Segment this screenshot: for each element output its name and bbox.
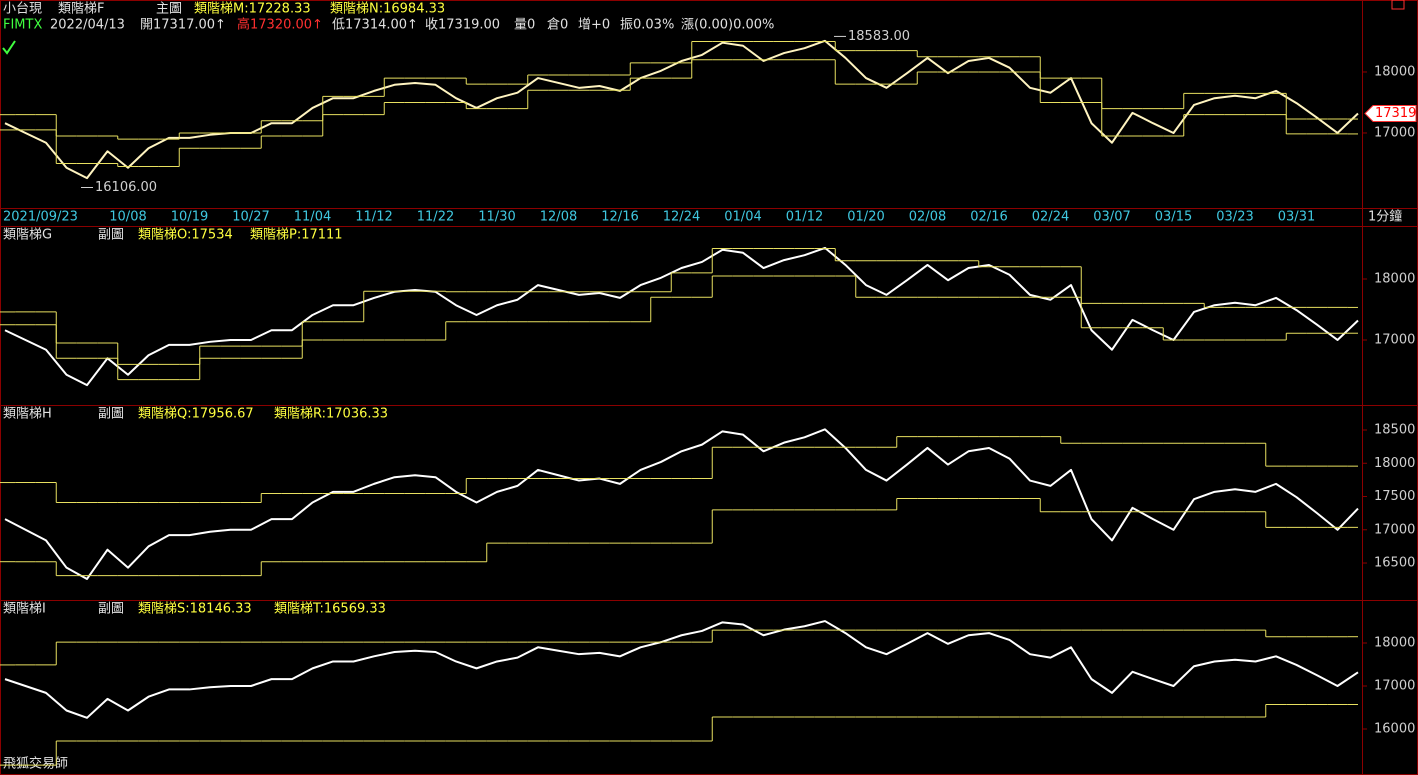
x-tick-label: 02/24 <box>1032 210 1069 225</box>
header-item: 主圖 <box>156 2 182 17</box>
check-icon <box>2 40 16 55</box>
x-tick-label: 10/27 <box>232 210 269 225</box>
y-tick-label: 16500 <box>1374 556 1415 571</box>
y-tick-label: 17000 <box>1374 678 1415 693</box>
header-item: 類階梯N:16984.33 <box>330 2 445 17</box>
x-tick-label: 01/20 <box>847 210 884 225</box>
header-item: 類階梯I <box>3 602 46 617</box>
header-item: 漲(0.00)0.00% <box>681 18 774 33</box>
header-item: 低17314.00↑ <box>332 18 418 33</box>
panel: 16000 17000 18000 類階梯I 副圖 類階梯S:18146.33 類階梯T:1… <box>0 602 1415 766</box>
y-tick-label: 18500 <box>1374 423 1415 438</box>
panel: 17000 18000 小台現 類階梯F 主圖 類階梯M:17228.33 類階梯N:169… <box>0 2 1417 225</box>
x-tick-label: 03/15 <box>1155 210 1192 225</box>
y-tick-label: 17500 <box>1374 489 1415 504</box>
x-tick-label: 12/24 <box>663 210 700 225</box>
window-icon[interactable] <box>1391 0 1405 10</box>
header-item: 類階梯H <box>3 407 52 422</box>
last-price: 17319 <box>1375 106 1416 121</box>
header-item: 類階梯R:17036.33 <box>274 407 388 422</box>
header-item: 類階梯P:17111 <box>250 228 343 243</box>
y-tick-label: 18000 <box>1374 635 1415 650</box>
header-item: 副圖 <box>98 407 124 422</box>
header-item: 類階梯T:16569.33 <box>274 602 386 617</box>
y-tick-label: 17000 <box>1374 522 1415 537</box>
x-tick-label: 03/07 <box>1093 210 1130 225</box>
y-tick-label: 18000 <box>1374 64 1415 79</box>
x-tick-label: 10/08 <box>109 210 146 225</box>
header-item: 量0 <box>514 18 535 33</box>
interval: 1分鐘 <box>1368 209 1402 225</box>
annotation: 16106.00 <box>95 180 157 195</box>
y-tick-label: 18000 <box>1374 271 1415 286</box>
y-tick-label: 17000 <box>1374 125 1415 140</box>
header-item: 2022/04/13 <box>50 18 125 33</box>
footer: 飛狐交易師 <box>3 756 68 772</box>
header-item: 類階梯O:17534 <box>138 228 233 243</box>
panel: 16500 17000 17500 18000 18500 類階梯H 副圖 類階梯Q:1795… <box>0 407 1415 580</box>
x-tick-label: 12/08 <box>540 210 577 225</box>
header-item: FIMTX <box>3 18 42 33</box>
price-line <box>4 246 1359 387</box>
y-tick-label: 16000 <box>1374 721 1415 736</box>
header-item: 類階梯F <box>58 2 104 17</box>
x-tick-label: 01/12 <box>786 210 823 225</box>
y-tick-label: 17000 <box>1374 332 1415 347</box>
x-tick-label: 11/22 <box>417 210 454 225</box>
header-item: 類階梯Q:17956.67 <box>138 407 254 422</box>
header-item: 類階梯M:17228.33 <box>194 2 311 17</box>
x-tick-label: 11/12 <box>355 210 392 225</box>
x-tick-label: 2021/09/23 <box>3 210 78 225</box>
price-line <box>4 620 1359 719</box>
header-item: 類階梯G <box>3 228 52 243</box>
header-item: 小台現 <box>3 2 42 17</box>
last-price-box <box>1364 105 1417 123</box>
x-tick-label: 02/16 <box>970 210 1007 225</box>
header-item: 副圖 <box>98 602 124 617</box>
header-item: 增+0 <box>578 18 610 33</box>
header-item: 開17317.00↑ <box>140 18 226 33</box>
x-tick-label: 02/08 <box>909 210 946 225</box>
annotation: 18583.00 <box>848 29 910 44</box>
x-tick-label: 12/16 <box>601 210 638 225</box>
header-item: 收17319.00 <box>425 18 500 33</box>
panel: 17000 18000 類階梯G 副圖 類階梯O:17534 類階梯P:17111 <box>0 228 1415 387</box>
header-item: 高17320.00↑ <box>237 17 323 33</box>
x-tick-label: 10/19 <box>171 210 208 225</box>
x-tick-label: 03/31 <box>1278 210 1315 225</box>
x-tick-label: 01/04 <box>724 210 761 225</box>
header-item: 倉0 <box>547 18 568 33</box>
y-tick-label: 18000 <box>1374 456 1415 471</box>
header-item: 振0.03% <box>620 18 674 33</box>
header-item: 類階梯S:18146.33 <box>138 602 252 617</box>
x-tick-label: 11/04 <box>294 210 331 225</box>
price-line <box>4 428 1359 580</box>
header-item: 副圖 <box>98 228 124 243</box>
x-tick-label: 11/30 <box>478 210 515 225</box>
x-tick-label: 03/23 <box>1216 210 1253 225</box>
